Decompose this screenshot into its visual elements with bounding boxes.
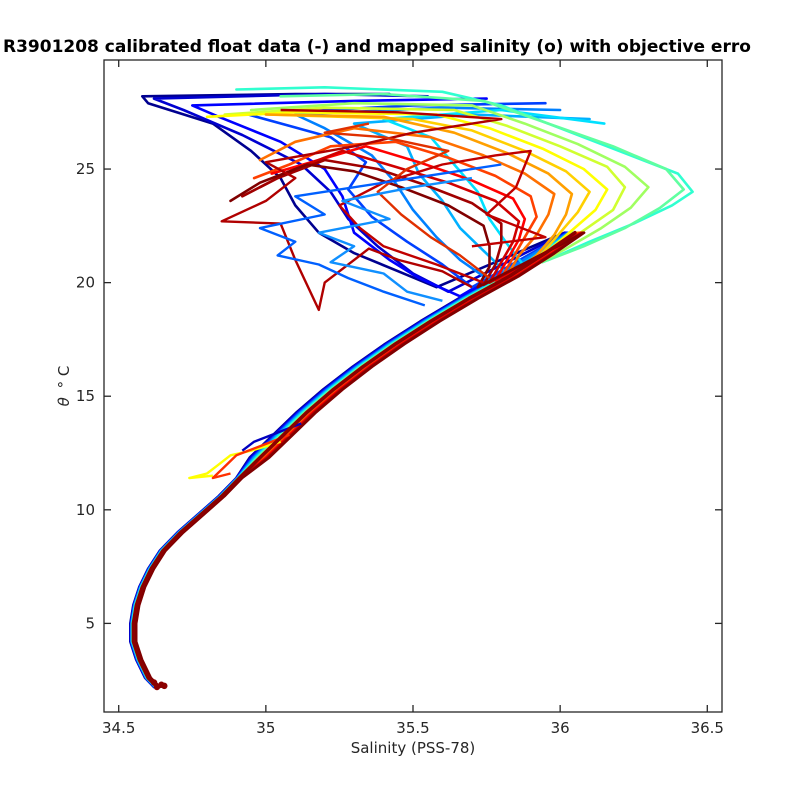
svg-text:θ ° C: θ ° C (55, 366, 73, 407)
y-tick-label: 15 (76, 387, 95, 405)
chart-title: R3901208 calibrated float data (-) and m… (3, 37, 751, 57)
y-tick-label: 20 (76, 274, 95, 292)
x-axis-label: Salinity (PSS-78) (351, 739, 476, 757)
y-axis-label-unit: ° C (55, 366, 73, 389)
deep-profile-layer (131, 230, 577, 691)
y-axis-label: θ ° C (55, 366, 73, 407)
plot-background (104, 60, 722, 712)
x-tick-label: 36.5 (691, 719, 724, 737)
plot-area (103, 59, 723, 713)
x-tick-label: 35.5 (396, 719, 429, 737)
profile-line-upper (258, 163, 502, 307)
y-axis: 5 10 15 20 25 (76, 160, 722, 632)
profile-line-upper (220, 108, 503, 312)
x-tick-label: 35 (256, 719, 275, 737)
deep-end-marker (150, 679, 158, 686)
y-tick-label: 5 (85, 614, 95, 632)
x-axis: 34.5 35 35.5 36 36.5 (102, 60, 724, 737)
deep-end-marker (161, 682, 168, 690)
x-tick-label: 34.5 (102, 719, 135, 737)
x-tick-label: 36 (551, 719, 570, 737)
y-tick-label: 10 (76, 501, 95, 519)
profile-line (134, 163, 586, 689)
y-tick-label: 25 (76, 160, 95, 178)
y-axis-label-symbol: θ (55, 397, 73, 406)
profile-line-upper (317, 176, 473, 302)
profile-branch (211, 433, 290, 480)
profile-line-upper (338, 149, 547, 284)
deep-profile-trunk (131, 230, 577, 689)
